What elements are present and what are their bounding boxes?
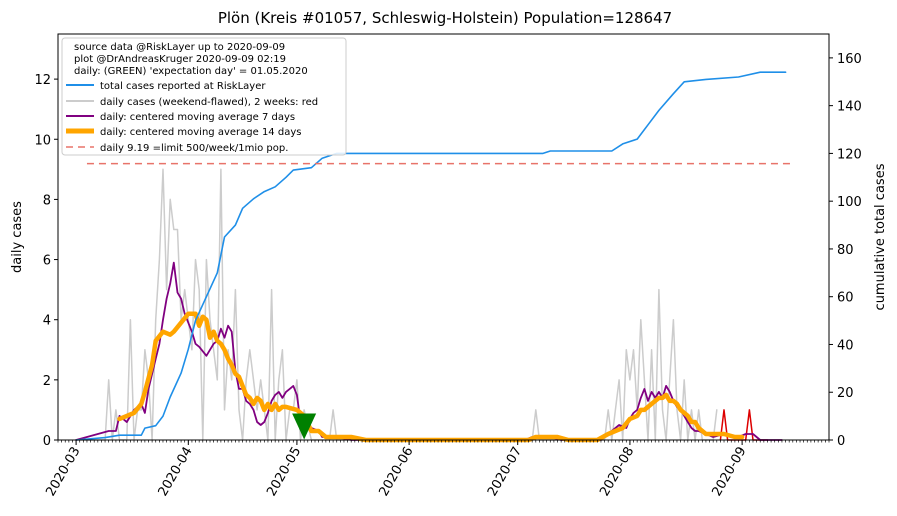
daily-raw-line	[75, 168, 718, 441]
legend-header-2: plot @DrAndreasKruger 2020-09-09 02:19	[74, 54, 286, 65]
x-tick-label: 2020-06	[376, 445, 416, 500]
legend-header-3: daily: (GREEN) 'expectation day' = 01.05…	[74, 66, 308, 77]
expectation-day-marker	[292, 413, 317, 440]
y2-tick-label: 120	[837, 147, 862, 162]
y2-tick-label: 100	[837, 195, 862, 210]
y-axis-label: daily cases	[10, 201, 25, 273]
y2-tick-label: 0	[837, 434, 845, 449]
legend-header-1: source data @RiskLayer up to 2020-09-09	[74, 42, 285, 53]
y2-axis-label: cumulative total cases	[873, 163, 888, 310]
legend: source data @RiskLayer up to 2020-09-09 …	[61, 37, 347, 156]
x-tick-label: 2020-07	[485, 445, 525, 500]
legend-box	[61, 37, 347, 156]
x-tick-label: 2020-04	[156, 445, 196, 500]
legend-label-limit: daily 9.19 =limit 500/week/1mio pop.	[100, 143, 288, 154]
y-tick-label: 4	[43, 314, 51, 329]
y2-tick-label: 160	[837, 52, 862, 67]
legend-label-daily-raw: daily cases (weekend-flawed), 2 weeks: r…	[100, 97, 318, 108]
plot-frame	[57, 33, 830, 441]
y2-tick-label: 60	[837, 291, 854, 306]
cumulative-line	[75, 71, 787, 441]
legend-label-ma7: daily: centered moving average 7 days	[100, 112, 295, 123]
y-tick-label: 8	[43, 193, 51, 208]
x-tick-label: 2020-03	[43, 445, 83, 500]
y-tick-label: 12	[34, 73, 51, 88]
legend-label-ma14: daily: centered moving average 14 days	[100, 127, 301, 138]
y-tick-label: 0	[43, 434, 51, 449]
y-tick-label: 10	[34, 133, 51, 148]
x-tick-label: 2020-05	[264, 445, 304, 500]
ma14-line	[117, 311, 745, 443]
y2-tick-label: 80	[837, 243, 854, 258]
y-tick-label: 6	[43, 254, 51, 269]
y2-tick-label: 40	[837, 338, 854, 353]
chart-title: Plön (Kreis #01057, Schleswig-Holstein) …	[218, 9, 672, 27]
y-tick-label: 2	[43, 374, 51, 389]
y2-tick-label: 140	[837, 100, 862, 115]
x-tick-label: 2020-09	[709, 445, 749, 500]
legend-label-cumulative: total cases reported at RiskLayer	[100, 81, 266, 92]
y2-tick-label: 20	[837, 386, 854, 401]
series-layer	[75, 71, 793, 443]
x-tick-label: 2020-08	[597, 445, 637, 500]
